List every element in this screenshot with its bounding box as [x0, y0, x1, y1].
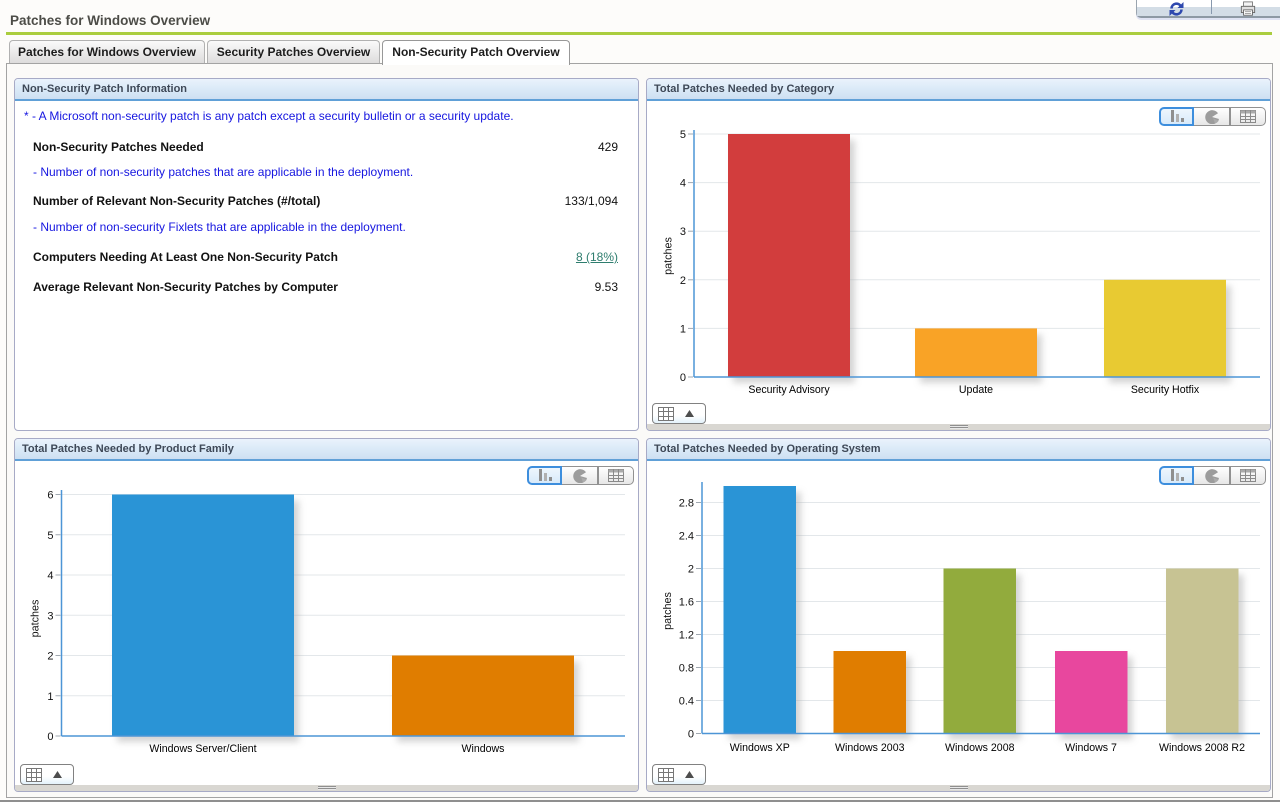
svg-text:2.4: 2.4 — [679, 531, 694, 543]
svg-text:patches: patches — [663, 236, 675, 274]
svg-text:2: 2 — [47, 651, 53, 663]
svg-text:Update: Update — [959, 384, 993, 396]
svg-text:Windows 2008 R2: Windows 2008 R2 — [1159, 742, 1245, 754]
svg-text:0.4: 0.4 — [679, 696, 694, 708]
svg-text:patches: patches — [30, 599, 42, 637]
svg-text:2: 2 — [680, 275, 686, 287]
svg-text:4: 4 — [680, 178, 686, 190]
svg-text:0: 0 — [688, 729, 694, 741]
svg-text:3: 3 — [47, 610, 53, 622]
svg-text:2.8: 2.8 — [679, 498, 694, 510]
svg-text:3: 3 — [680, 226, 686, 238]
svg-text:Windows 7: Windows 7 — [1065, 742, 1117, 754]
svg-text:1.2: 1.2 — [679, 630, 694, 642]
svg-text:4: 4 — [47, 570, 53, 582]
svg-text:1: 1 — [47, 691, 53, 703]
svg-text:5: 5 — [680, 129, 686, 141]
svg-text:Windows XP: Windows XP — [730, 742, 790, 754]
svg-text:patches: patches — [662, 591, 674, 629]
svg-text:0: 0 — [47, 731, 53, 743]
svg-text:5: 5 — [47, 530, 53, 542]
svg-text:6: 6 — [47, 490, 53, 502]
svg-text:0.8: 0.8 — [679, 663, 694, 675]
svg-text:1.6: 1.6 — [679, 597, 694, 609]
svg-text:Windows 2003: Windows 2003 — [835, 742, 905, 754]
svg-text:Windows: Windows — [462, 743, 505, 755]
svg-text:Security Hotfix: Security Hotfix — [1131, 384, 1200, 396]
svg-text:0: 0 — [680, 372, 686, 384]
svg-text:Windows Server/Client: Windows Server/Client — [149, 743, 256, 755]
svg-text:Windows 2008: Windows 2008 — [945, 742, 1015, 754]
svg-text:Security Advisory: Security Advisory — [748, 384, 830, 396]
svg-text:1: 1 — [680, 323, 686, 335]
svg-text:2: 2 — [688, 564, 694, 576]
